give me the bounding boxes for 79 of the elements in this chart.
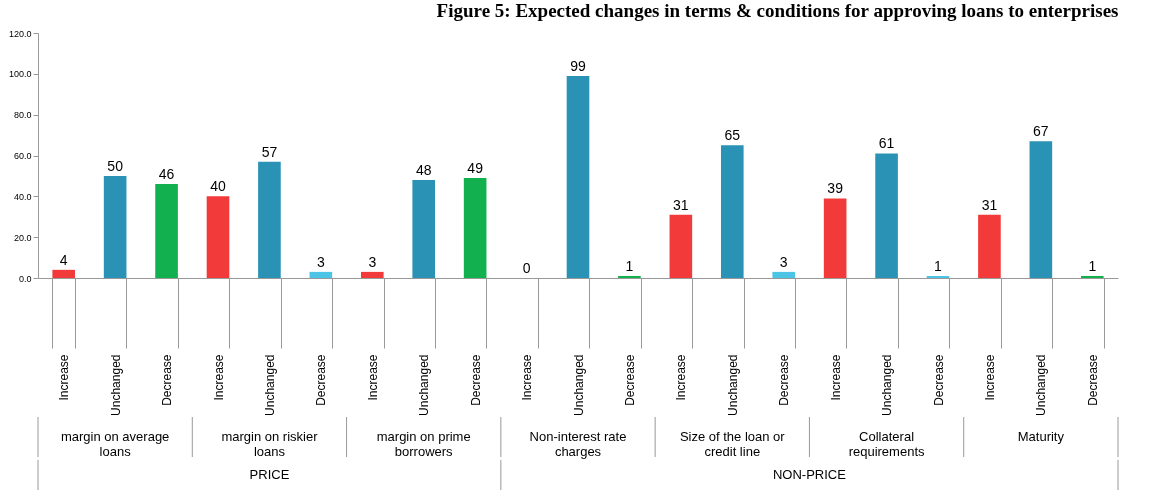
bar: [566, 75, 590, 278]
bar: [669, 214, 693, 278]
y-tick-label: 20.0: [13, 232, 32, 243]
text: margin on average loans: [60, 429, 170, 459]
data-label: 48: [415, 162, 432, 178]
text: Maturity: [1017, 429, 1065, 444]
text: Collateral requirements: [848, 429, 925, 459]
x-tick-label: Increase: [57, 354, 72, 401]
bar: [823, 198, 847, 278]
data-label: 67: [1033, 123, 1049, 140]
x-tick-label: Unchanged: [725, 354, 740, 416]
bar: [258, 161, 281, 278]
text: Non-interest rate charges: [529, 429, 627, 459]
bar: [155, 184, 178, 278]
bar: [360, 271, 384, 278]
data-label: 39: [827, 180, 844, 197]
text: margin on riskier loans: [221, 429, 319, 459]
data-label: 31: [981, 196, 998, 213]
x-tick-label: Unchanged: [108, 354, 123, 416]
bar: [720, 145, 744, 278]
y-tick-label: 60.0: [13, 151, 32, 161]
y-tick-label: 80.0: [13, 110, 32, 121]
bar: [618, 275, 641, 278]
text: margin on prime borrowers: [376, 429, 471, 459]
bar: [875, 153, 898, 278]
x-tick-label: Decrease: [468, 354, 483, 406]
x-tick-label: Increase: [982, 354, 997, 401]
x-tick-label: Decrease: [160, 354, 175, 406]
data-label: 31: [673, 196, 689, 213]
data-label: 3: [368, 253, 377, 270]
y-tick-label: 0.0: [18, 273, 32, 284]
data-label: 99: [570, 57, 586, 74]
x-tick-label: Increase: [365, 354, 380, 401]
bar: [1080, 275, 1104, 278]
x-tick-label: Increase: [828, 354, 843, 401]
x-tick-label: Decrease: [314, 354, 329, 406]
x-tick-label: Decrease: [931, 354, 946, 406]
x-tick-label: Unchanged: [880, 354, 895, 416]
data-label: 1: [1088, 257, 1097, 274]
data-label: 57: [261, 143, 278, 160]
data-label: 46: [158, 166, 175, 183]
x-tick-label: Decrease: [777, 354, 792, 406]
data-label: 1: [934, 257, 943, 274]
bar: [309, 271, 333, 278]
data-label: 4: [59, 251, 68, 268]
bar: [772, 271, 796, 278]
bar: [412, 180, 436, 278]
text: NON-PRICE: [772, 467, 847, 482]
x-tick-label: Increase: [674, 354, 689, 401]
data-label: 61: [878, 135, 895, 152]
x-tick-label: Decrease: [622, 354, 637, 406]
x-tick-label: Decrease: [1085, 354, 1100, 406]
bar: [1029, 141, 1053, 278]
y-tick-label: 40.0: [13, 191, 32, 202]
bar: [926, 275, 950, 278]
x-tick-label: Unchanged: [571, 354, 586, 416]
data-label: 3: [316, 253, 325, 270]
x-tick-label: Unchanged: [417, 354, 432, 416]
x-tick-label: Increase: [520, 354, 535, 401]
data-label: 3: [779, 253, 788, 270]
chart-title: Figure 5: Expected changes in terms & conditions for approving loans to enterprises: [436, 0, 1119, 21]
data-label: 50: [107, 157, 124, 174]
data-label: 1: [625, 257, 634, 274]
bar: [978, 214, 1001, 278]
bar: [52, 269, 76, 278]
bar: [206, 196, 230, 278]
data-label: 49: [467, 159, 484, 176]
data-label: 40: [210, 178, 226, 195]
data-label: 65: [724, 127, 741, 144]
text: Size of the loan or credit line: [679, 429, 786, 459]
data-label: 0: [522, 260, 531, 276]
x-tick-label: Unchanged: [1034, 354, 1049, 416]
bar: [463, 177, 487, 278]
bar: [103, 175, 127, 278]
y-tick-label: 100.0: [8, 69, 32, 80]
x-tick-label: Increase: [211, 354, 226, 401]
text: PRICE: [249, 467, 290, 482]
y-tick-label: 120.0: [8, 28, 32, 39]
x-tick-label: Unchanged: [262, 354, 277, 416]
